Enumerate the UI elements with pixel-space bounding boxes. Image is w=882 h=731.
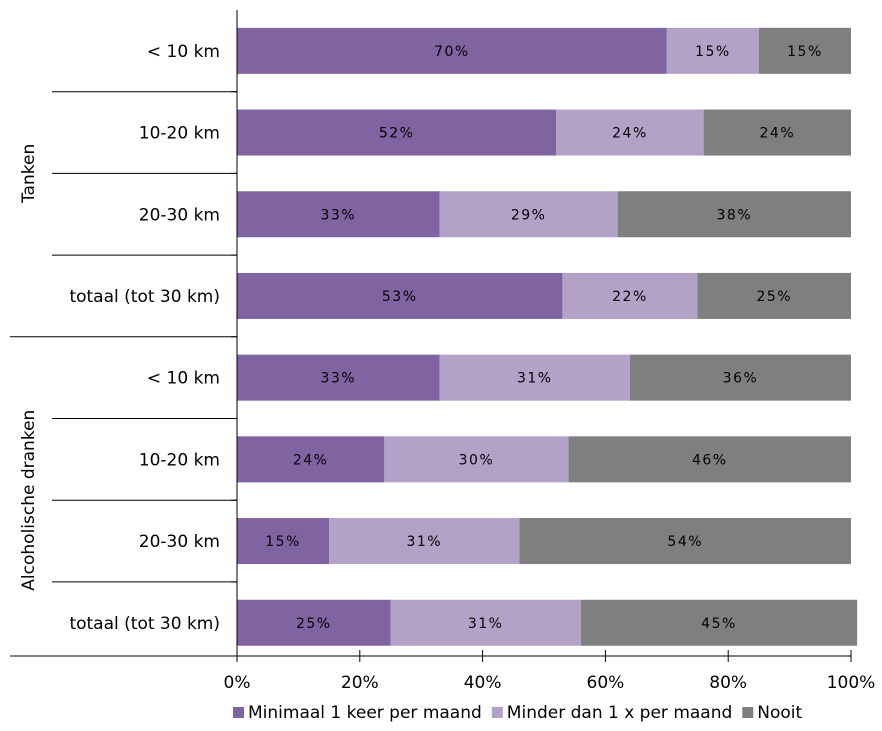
legend-label: Nooit: [757, 703, 802, 723]
category-label: 10-20 km: [139, 124, 220, 144]
bar-segment: [617, 191, 851, 238]
legend-swatch: [742, 707, 754, 718]
x-tick-label: 60%: [587, 673, 625, 693]
bar-segment: [384, 436, 569, 483]
data-label: 46%: [692, 452, 728, 468]
category-label: 10-20 km: [139, 450, 220, 470]
bar-segment: [562, 272, 698, 319]
data-label: 25%: [756, 289, 792, 305]
x-tick-label: 40%: [464, 673, 502, 693]
data-label: 33%: [320, 371, 356, 387]
group-label: Tanken: [19, 144, 39, 204]
legend-label: Minimaal 1 keer per maand: [248, 703, 482, 723]
category-label: 20-30 km: [139, 532, 220, 552]
x-tick-label: 20%: [341, 673, 379, 693]
category-label: totaal (tot 30 km): [69, 287, 220, 307]
data-label: 38%: [717, 207, 753, 223]
data-label: 31%: [468, 616, 504, 632]
bar-segment: [237, 518, 330, 565]
bar-segment: [439, 191, 618, 238]
data-label: 53%: [382, 289, 418, 305]
category-label: < 10 km: [147, 369, 220, 389]
bar-segment: [237, 436, 385, 483]
data-label: 22%: [612, 289, 648, 305]
bar-segment: [237, 27, 667, 74]
data-label: 31%: [517, 371, 553, 387]
data-label: 31%: [406, 534, 442, 550]
data-label: 15%: [787, 44, 823, 60]
bar-segment: [237, 354, 440, 401]
bar-segment: [237, 191, 440, 238]
category-label: 20-30 km: [139, 205, 220, 225]
legend-swatch: [491, 707, 503, 718]
x-tick-label: 80%: [709, 673, 747, 693]
data-label: 70%: [434, 44, 470, 60]
bar-segment: [697, 272, 851, 319]
bar-segment: [237, 272, 563, 319]
legend-swatch: [233, 707, 244, 718]
data-label: 24%: [612, 126, 648, 142]
group-label: Alcoholische dranken: [19, 410, 39, 591]
data-label: 25%: [296, 616, 332, 632]
bar-segment: [629, 354, 851, 401]
data-label: 45%: [701, 616, 737, 632]
bar-segment: [519, 518, 851, 565]
bar-segment: [329, 518, 520, 565]
data-label: 29%: [511, 207, 547, 223]
bar-segment: [666, 27, 759, 74]
bar-segment: [237, 599, 391, 646]
legend-label: Minder dan 1 x per maand: [507, 703, 732, 723]
data-label: 15%: [265, 534, 301, 550]
category-label: totaal (tot 30 km): [69, 614, 220, 634]
category-label: < 10 km: [147, 42, 220, 62]
data-label: 24%: [293, 452, 329, 468]
bar-segment: [703, 109, 851, 156]
data-label: 15%: [695, 44, 731, 60]
data-label: 54%: [667, 534, 703, 550]
data-label: 24%: [760, 126, 796, 142]
bar-segment: [390, 599, 581, 646]
bar-segment: [580, 599, 858, 646]
bar-segment: [568, 436, 851, 483]
bar-segment: [237, 109, 557, 156]
bar-segment: [439, 354, 630, 401]
bar-segment: [556, 109, 704, 156]
data-label: 36%: [723, 371, 759, 387]
data-label: 33%: [320, 207, 356, 223]
data-label: 52%: [379, 126, 415, 142]
data-label: 30%: [459, 452, 495, 468]
x-tick-label: 100%: [827, 673, 876, 693]
x-tick-label: 0%: [224, 673, 251, 693]
bar-segment: [758, 27, 851, 74]
